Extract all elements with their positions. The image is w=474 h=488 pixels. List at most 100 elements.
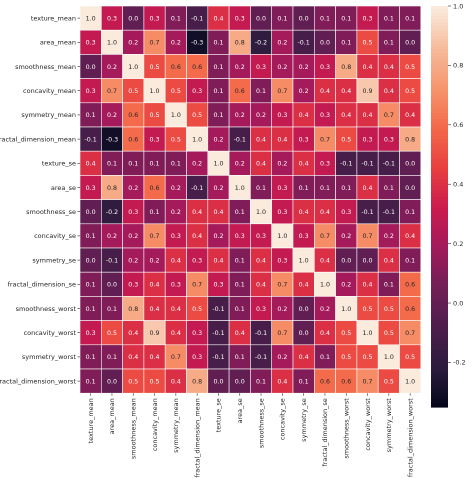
cell-value-label: 0.2 <box>150 257 160 264</box>
cell-value-label: 0.7 <box>150 40 160 47</box>
cell-value-label: 1.0 <box>256 209 266 216</box>
cell-value-label: 0.9 <box>363 88 373 95</box>
colorbar-strip <box>431 330 448 335</box>
cell-value-label: 0.5 <box>341 136 351 143</box>
cell-value-label: 0.0 <box>299 15 309 22</box>
cell-value-label: 0.3 <box>299 233 309 240</box>
colorbar-strip <box>431 343 448 348</box>
cell-value-label: 1.0 <box>299 257 309 264</box>
row-tick-label: concavity_se <box>34 232 76 240</box>
cell-value-label: 0.4 <box>213 209 223 216</box>
colorbar-strip <box>431 36 448 41</box>
row-tick-label: texture_mean <box>31 14 76 22</box>
cell-value-label: 0.2 <box>192 161 202 168</box>
cell-value-label: 0.2 <box>171 209 181 216</box>
column-tick-label: smoothness_mean <box>130 398 138 459</box>
cell-value-label: 0.4 <box>171 306 181 313</box>
cell-value-label: 0.5 <box>192 112 202 119</box>
cell-value-label: 0.1 <box>107 306 117 313</box>
cell-value-label: 0.0 <box>341 257 351 264</box>
column-tick-label: symmetry_se <box>300 398 308 442</box>
cell-value-label: 0.4 <box>86 161 96 168</box>
colorbar-strip <box>431 316 448 321</box>
cell-value-label: 0.7 <box>320 136 330 143</box>
cell-value-label: 0.4 <box>128 354 138 361</box>
cell-value-label: -0.1 <box>361 161 373 168</box>
cell-value-label: 0.3 <box>150 136 160 143</box>
cell-value-label: -0.1 <box>383 209 395 216</box>
row-tick-label: area_se <box>51 184 76 192</box>
cell-value-label: 0.3 <box>320 161 330 168</box>
cell-value-label: 0.4 <box>384 88 394 95</box>
cell-value-label: 0.3 <box>86 40 96 47</box>
colorbar-strip <box>431 203 448 208</box>
cell-value-label: 0.3 <box>192 257 202 264</box>
cell-value-label: 0.1 <box>384 15 394 22</box>
cell-value-label: 0.5 <box>150 378 160 385</box>
cell-value-label: 0.4 <box>171 330 181 337</box>
colorbar-strip <box>431 336 448 341</box>
cell-value-label: 0.6 <box>320 378 330 385</box>
cell-value-label: 0.5 <box>341 330 351 337</box>
cell-value-label: 0.8 <box>128 306 138 313</box>
cell-value-label: 0.1 <box>235 354 245 361</box>
cell-value-label: 0.2 <box>171 185 181 192</box>
cell-value-label: 0.1 <box>107 354 117 361</box>
cell-value-label: 0.3 <box>192 330 202 337</box>
cell-value-label: 0.2 <box>277 161 287 168</box>
cell-value-label: 0.1 <box>86 354 96 361</box>
colorbar-strip <box>431 176 448 181</box>
colorbar-strip <box>431 173 448 178</box>
cell-value-label: 0.8 <box>341 64 351 71</box>
cell-value-label: 0.4 <box>320 330 330 337</box>
cell-value-label: 0.6 <box>150 185 160 192</box>
row-tick-label: smoothness_se <box>26 208 76 216</box>
cell-value-label: 0.2 <box>213 233 223 240</box>
cell-value-label: 0.1 <box>213 88 223 95</box>
row-tick-label: texture_se <box>42 160 76 168</box>
cell-value-label: 0.2 <box>107 64 117 71</box>
colorbar-strip <box>431 9 448 14</box>
cell-value-label: 0.2 <box>128 40 138 47</box>
cell-value-label: 0.7 <box>320 233 330 240</box>
cell-value-label: 0.1 <box>150 209 160 216</box>
colorbar-strip <box>431 46 448 51</box>
cell-value-label: -0.2 <box>106 209 118 216</box>
colorbar-strip <box>431 280 448 284</box>
colorbar-strip <box>431 400 448 405</box>
cell-value-label: 0.6 <box>235 88 245 95</box>
row-tick-label: fractal_dimension_se <box>8 281 76 289</box>
cell-value-label: 0.8 <box>405 136 415 143</box>
cell-value-label: 1.0 <box>277 233 287 240</box>
cell-value-label: 0.1 <box>107 161 117 168</box>
colorbar-strip <box>431 112 448 117</box>
cell-value-label: -0.1 <box>298 40 310 47</box>
colorbar-strip <box>431 333 448 338</box>
colorbar-strip <box>431 52 448 57</box>
colorbar-strip <box>431 42 448 47</box>
colorbar-strip <box>431 6 448 10</box>
colorbar-strip <box>431 239 448 244</box>
cell-value-label: 0.3 <box>128 209 138 216</box>
colorbar-strip <box>431 132 448 137</box>
cell-value-label: 0.4 <box>171 257 181 264</box>
cell-value-label: 0.2 <box>235 112 245 119</box>
colorbar-strip <box>431 153 448 157</box>
cell-value-label: 0.1 <box>213 40 223 47</box>
row-tick-label: fractal_dimension_worst <box>0 377 76 385</box>
cell-value-label: 0.2 <box>277 306 287 313</box>
colorbar-strip <box>431 243 448 248</box>
cell-value-label: 1.0 <box>213 161 223 168</box>
cell-value-label: 0.5 <box>128 378 138 385</box>
cell-value-label: 0.7 <box>363 233 373 240</box>
colorbar-strip <box>431 219 448 224</box>
cell-value-label: -0.1 <box>212 306 224 313</box>
column-tick-label: concavity_se <box>279 398 287 440</box>
cell-value-label: 0.6 <box>341 378 351 385</box>
colorbar-strip <box>431 313 448 318</box>
colorbar-strip <box>431 186 448 191</box>
colorbar-strip <box>431 290 448 294</box>
cell-value-label: 0.2 <box>277 40 287 47</box>
colorbar-tick-label: 0.4 <box>453 181 463 189</box>
cell-value-label: 0.0 <box>235 378 245 385</box>
